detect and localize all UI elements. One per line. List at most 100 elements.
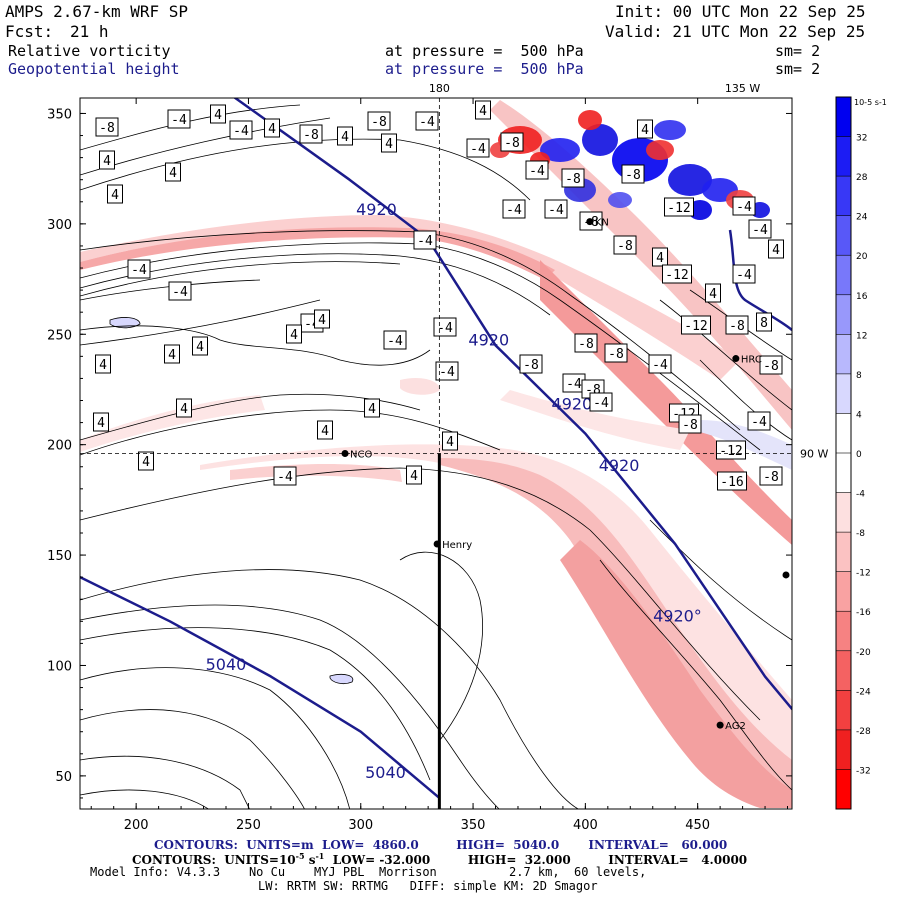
contour-label-text: -8 [617, 239, 633, 254]
station-label: NCO [350, 450, 372, 461]
shade-band [500, 390, 690, 450]
x-tick-label: 200 [124, 818, 149, 833]
station-label: Henry [442, 540, 472, 551]
x-tick-label: 250 [236, 818, 261, 833]
contour-label-text: 4 [180, 402, 188, 417]
colorbar-label: -32 [856, 766, 871, 776]
contour-label-box [167, 109, 191, 129]
contour-label: -4 [168, 281, 192, 301]
contour-label: 4 [364, 398, 380, 418]
contour-label-box [662, 264, 692, 284]
contour-label-box [759, 466, 783, 486]
contour-label: -4 [732, 264, 756, 284]
contour-label-box [756, 312, 772, 332]
colorbar-segment [836, 453, 851, 493]
contour-label-text: -4 [277, 470, 293, 485]
colorbar-unit: 10-5 s-1 [854, 98, 887, 107]
contour-label-box [229, 120, 253, 140]
contour-label: 4 [99, 150, 115, 170]
coastline [728, 229, 792, 331]
contour-label: -8 [678, 414, 702, 434]
contour-label-box [99, 150, 115, 170]
contour-label: -12 [681, 315, 711, 335]
contour-label: -4 [502, 199, 526, 219]
contour-label-text: -4 [419, 115, 435, 130]
contour-label-text: 4 [321, 424, 329, 439]
contour-label-text: -8 [578, 337, 594, 352]
colorbar-segment [836, 294, 851, 335]
contour-label-text: -8 [303, 128, 319, 143]
contour-label-box [502, 199, 526, 219]
contour-label-box [168, 281, 192, 301]
contour-label-text: 4 [709, 287, 717, 302]
contour-label: -4 [229, 120, 253, 140]
contour-label-text: -8 [565, 172, 581, 187]
valid-time: Valid: 21 UTC Mon 22 Sep 25 [605, 22, 866, 41]
x-tick-label: 350 [461, 818, 486, 833]
contour-label-text: 4 [103, 154, 111, 169]
contour-label: 4 [165, 162, 181, 182]
colorbar-label: -16 [856, 608, 871, 618]
contour-label: -8 [561, 168, 585, 188]
contour-label-box [705, 283, 721, 303]
y-tick-label: 100 [47, 659, 72, 674]
vorticity-contour [80, 253, 551, 316]
contour-label-box [561, 168, 585, 188]
vortex-blob [608, 192, 632, 208]
contour-label-box [176, 398, 192, 418]
colorbar-label: -24 [856, 687, 871, 697]
vorticity-contour [80, 325, 431, 366]
contour-label: -4 [525, 160, 549, 180]
shade-band [80, 395, 265, 452]
contour-label-box [383, 330, 407, 350]
contour-label-box [442, 431, 458, 451]
contour-label-text: 4 [142, 455, 150, 470]
contour-label-box [317, 420, 333, 440]
contour-label-text: -4 [417, 234, 433, 249]
field1-smoothing: sm= 2 [775, 42, 821, 60]
x-tick-label: 400 [573, 818, 598, 833]
forecast-value: 21 h [70, 22, 109, 41]
vorticity-contour [659, 299, 792, 411]
contour-label-box [500, 132, 524, 152]
y-tick-label: 200 [47, 439, 72, 454]
field1-level: at pressure = 500 hPa [385, 42, 584, 60]
contour-label-text: -4 [752, 223, 768, 238]
contour-label-box [604, 343, 628, 363]
contour-label: -4 [415, 111, 439, 131]
contour-label: 4 [210, 104, 226, 124]
contour-label-box [519, 354, 543, 374]
contour-label-box [93, 412, 109, 432]
station-dot [732, 355, 740, 363]
field1-name: Relative vorticity [8, 42, 171, 60]
contour-label-text: -12 [684, 319, 707, 334]
vorticity-contours [80, 104, 792, 809]
contour-label-text: 4 [368, 402, 376, 417]
contour-label: 4 [317, 420, 333, 440]
contour-label: -4 [167, 109, 191, 129]
contour-label-text: -4 [233, 124, 249, 139]
contour-label-text: 4 [318, 313, 326, 328]
colorbar-label: -4 [856, 490, 865, 500]
footer-height-contours: CONTOURS: UNITS=m LOW= 4860.0 HIGH= 5040… [154, 838, 728, 852]
contour-label-box [314, 309, 330, 329]
plot-frame [79, 97, 793, 810]
plot-axes: 200 250 300 350 400 450 50 100 150 200 250 300 350 18… [47, 82, 828, 833]
height-label: 5040 [365, 763, 406, 782]
colorbar-label: -20 [856, 648, 871, 658]
shade-band [400, 378, 440, 395]
contour-label: 4 [314, 309, 330, 329]
contour-label-box [768, 239, 784, 259]
colorbar-segment [836, 571, 851, 612]
contour-label-text: -4 [529, 164, 545, 179]
contour-label-box [164, 344, 180, 364]
contour-label: 4 [768, 239, 784, 259]
contour-label: -4 [127, 259, 151, 279]
vortex-blob [582, 124, 618, 156]
contour-label-box [725, 315, 749, 335]
contour-label-text: -8 [763, 359, 779, 374]
contour-label-text: 4 [772, 243, 780, 258]
contour-label-text: 4 [479, 104, 487, 119]
colorbar-segment [836, 413, 851, 453]
